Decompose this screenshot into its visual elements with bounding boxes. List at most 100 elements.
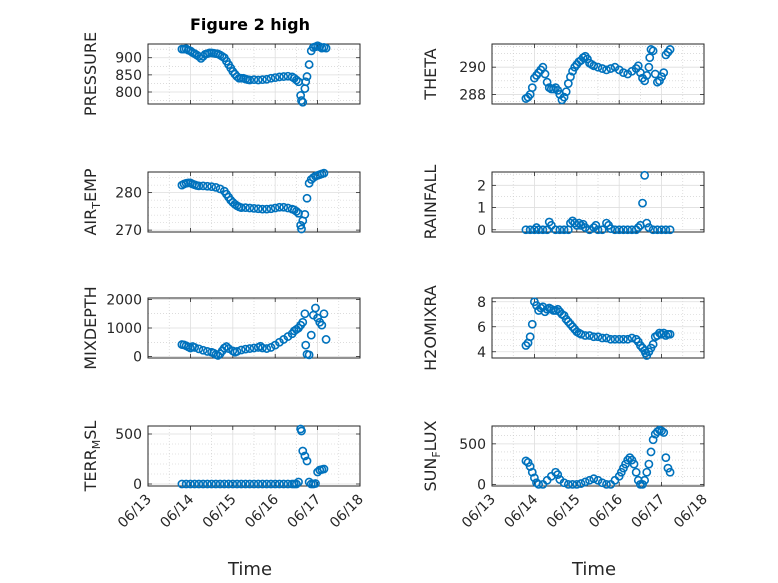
data-point (563, 317, 573, 327)
data-point (555, 225, 565, 235)
data-point (300, 451, 310, 461)
data-point (202, 479, 212, 489)
data-point (589, 223, 599, 232)
data-point (585, 225, 594, 235)
data-point (527, 319, 537, 329)
data-point (657, 225, 666, 235)
data-point (606, 224, 616, 234)
data-point (215, 184, 225, 194)
y-tick-label: 1000 (106, 321, 142, 337)
data-point (623, 334, 633, 344)
data-point (642, 70, 652, 80)
x-tick-label: 06/15 (544, 492, 584, 532)
subplot-4: 0 1 2 RAINFALL (421, 165, 705, 240)
data-point (648, 435, 658, 445)
data-point (207, 479, 216, 489)
data-point (563, 479, 573, 489)
y-tick-label: 290 (459, 60, 486, 76)
x-tick-label: 06/14 (157, 491, 197, 531)
data-point (597, 225, 607, 235)
data-point (619, 68, 628, 78)
subplot-3: 270 280 AIRTEMP (81, 168, 361, 239)
y-tick-label: 270 (115, 223, 142, 239)
x-axis-label-right: Time (571, 559, 616, 580)
data-point (228, 479, 238, 489)
data-point (521, 456, 531, 466)
data-point (202, 181, 212, 191)
data-point (661, 225, 671, 235)
data-point (657, 426, 666, 436)
data-point (659, 428, 669, 437)
data-point (625, 453, 635, 463)
data-point (297, 224, 306, 234)
y-tick-label: 288 (459, 87, 486, 103)
x-tick-label: 06/13 (459, 492, 499, 532)
data-point (298, 97, 308, 107)
data-point (572, 479, 582, 489)
data-point (585, 475, 594, 485)
y-tick-label: 2 (477, 178, 486, 194)
data-point (602, 333, 611, 343)
data-point (642, 218, 652, 228)
data-point (275, 479, 284, 489)
data-point (304, 60, 314, 69)
data-point (194, 479, 204, 489)
data-point (665, 45, 675, 54)
y-axis-label: TERRMSL (81, 421, 103, 493)
data-point (258, 343, 267, 353)
data-point (275, 72, 284, 82)
data-point (253, 204, 263, 214)
y-axis-label: AIRTEMP (81, 168, 103, 235)
data-point (185, 479, 195, 489)
data-point (568, 322, 577, 332)
data-point (602, 65, 611, 75)
y-tick-label: 1 (477, 201, 486, 217)
y-tick-label: 850 (115, 68, 142, 84)
data-point (610, 225, 620, 235)
data-point (190, 479, 200, 489)
data-point (270, 479, 280, 489)
data-point (593, 332, 603, 342)
data-point (232, 347, 242, 356)
x-tick-label: 06/15 (200, 492, 240, 532)
data-point (294, 477, 303, 487)
data-point (301, 340, 311, 350)
data-point (215, 479, 225, 489)
data-point (568, 479, 577, 489)
y-axis-label: RAINFALL (421, 165, 440, 240)
data-point (534, 479, 544, 489)
data-point (623, 225, 633, 235)
data-point (593, 225, 603, 235)
data-point (580, 331, 590, 340)
data-point (551, 467, 560, 477)
data-point (291, 206, 301, 216)
data-point (279, 72, 289, 81)
data-point (597, 478, 607, 488)
x-tick-label: 06/17 (629, 492, 669, 532)
data-point (525, 462, 535, 471)
data-point (245, 75, 255, 85)
data-point (627, 333, 637, 343)
data-point (297, 426, 306, 436)
data-point (551, 225, 560, 235)
data-point (222, 342, 231, 351)
data-point (638, 198, 647, 208)
data-point (619, 334, 628, 344)
data-point (659, 68, 669, 78)
y-axis-label: H2OMIXRA (421, 285, 440, 371)
data-point (566, 319, 575, 329)
data-point (602, 218, 611, 228)
data-point (298, 317, 308, 327)
data-point (589, 474, 599, 484)
data-point (319, 464, 329, 474)
data-point (283, 479, 293, 489)
y-tick-label: 6 (477, 320, 486, 336)
y-axis-label: THETA (421, 48, 440, 100)
data-point (270, 73, 280, 82)
axes-frame (491, 297, 705, 359)
data-point (266, 73, 276, 83)
data-point (527, 467, 537, 477)
figure-title: Figure 2 high (190, 15, 310, 34)
